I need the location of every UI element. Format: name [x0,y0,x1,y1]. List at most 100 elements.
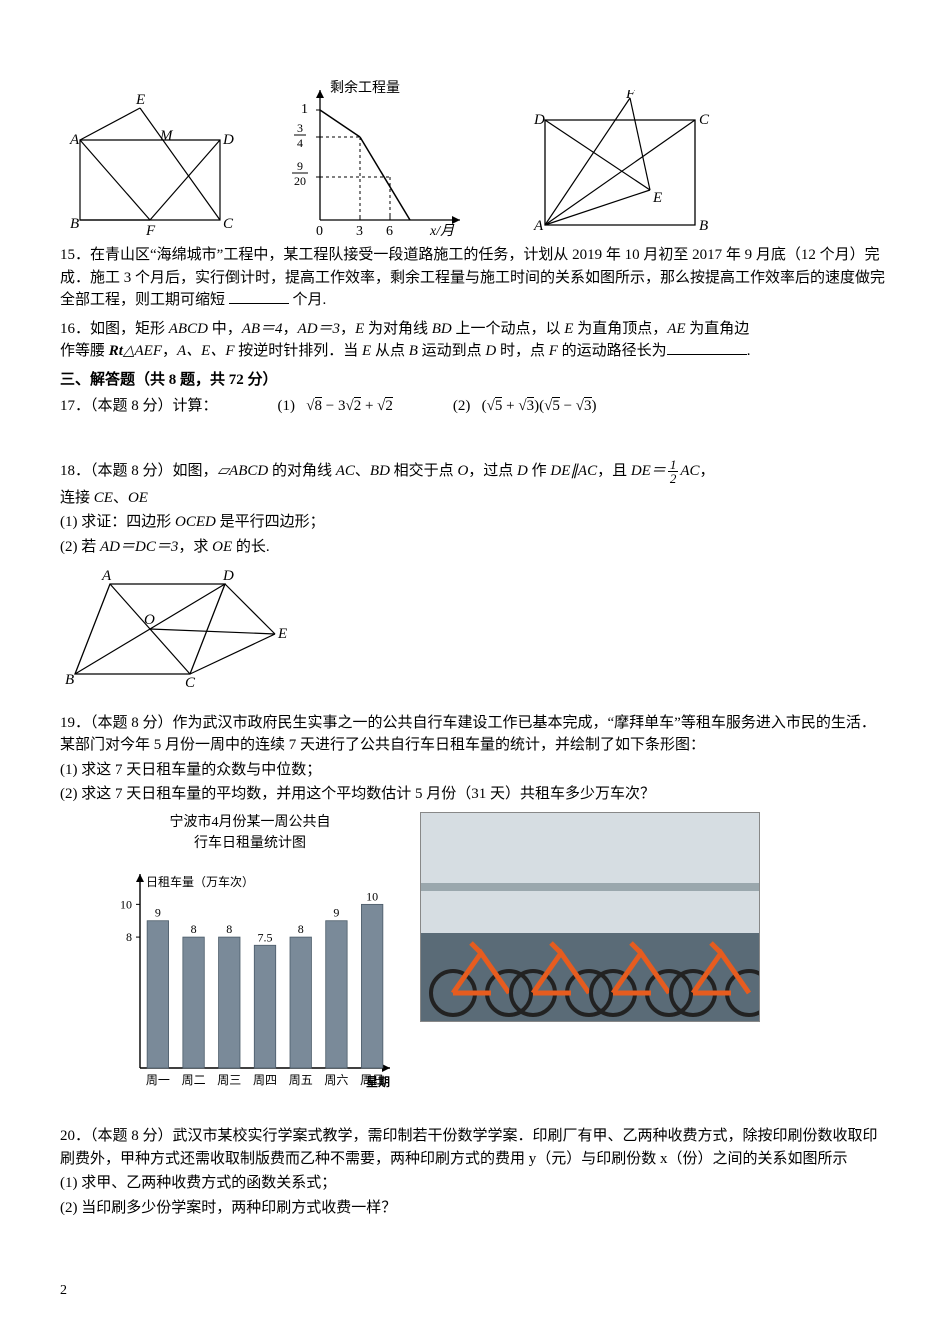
fig3-E: E [652,190,662,206]
q18-hd: 相交于点 [390,462,458,478]
q18-line2: 连接 CE、OE [60,487,885,510]
q18-E: E [277,626,287,642]
q16-rt: Rt [109,343,123,359]
svg-text:8: 8 [126,930,132,944]
q16-aef: A、E、F [177,343,235,359]
q15-text: 15．在青山区“海绵城市”工程中，某工程队接受一段道路施工的任务，计划从 201… [60,247,885,308]
fig3-B: B [699,218,708,234]
q18-depar: DE∥AC [550,462,597,478]
fig1-B: B [70,216,79,232]
q16-abcd: ABCD [169,321,208,337]
q18-s2e: 的长. [232,539,270,555]
q17-head: 17．（本题 8 分）计算： [60,395,218,418]
svg-text:8: 8 [298,922,304,936]
fig1-F: F [145,223,156,239]
q16-l2c: 按逆时针排列．当 [235,343,363,359]
q16-f: 为直角顶点， [573,321,667,337]
fig1-C: C [223,216,234,232]
q17-p1label: (1) [278,398,296,414]
q18-s2c: ，求 [178,539,212,555]
svg-text:9: 9 [155,905,161,919]
svg-text:4: 4 [297,136,303,150]
q18-A: A [101,568,112,584]
fig3-A: A [533,218,544,234]
q16-l2d: 从点 [371,343,409,359]
q16-b: 中， [208,321,242,337]
svg-text:3: 3 [297,121,303,135]
svg-text:8: 8 [191,922,197,936]
q18-O: O [144,612,155,628]
q18-o: O [457,462,468,478]
fig1-D: D [222,132,234,148]
diagram-rect-dcba: D C B A E F [520,90,720,240]
q16-e: 上一个动点，以 [452,321,565,337]
svg-text:10: 10 [366,889,378,903]
q18-ha: 18．（本题 8 分）如图， [60,462,218,478]
q17: 17．（本题 8 分）计算： (1) √8 − 3√2 + √2 (2) (√5… [60,395,885,418]
xtick-3: 3 [356,224,363,239]
q16-l2b: ， [162,343,177,359]
page-number: 2 [60,1280,67,1301]
svg-text:周一: 周一 [146,1073,170,1087]
q16-e3: E [362,343,371,359]
top-figure-row: A B C D E F M 1 3 4 9 20 0 3 6 [60,80,885,240]
q20-sub1: (1) 求甲、乙两种收费方式的函数关系式； [60,1172,885,1195]
q18-sub1: (1) 求证：四边形 OCED 是平行四边形； [60,511,885,534]
q18-d: D [517,462,528,478]
diagram-q18: A D B C E O [60,564,290,694]
q18-hb: 的对角线 [268,462,336,478]
q18-frac-den: 2 [668,472,679,485]
q16-ae: AE [667,321,685,337]
q16-l2f: 时，点 [496,343,549,359]
q16-e1: E [355,321,364,337]
q18-acvar: AC [680,462,699,478]
q17-p2label: (2) [453,398,471,414]
q20-sub2: (2) 当印刷多少份学案时，两种印刷方式收费一样？ [60,1197,885,1220]
q16-ab4: AB＝4 [242,321,283,337]
q20: 20．（本题 8 分）武汉市某校实行学案式教学，需印制若干份数学学案．印刷厂有甲… [60,1125,885,1219]
svg-text:20: 20 [294,174,306,188]
q18-hg: ，且 [597,462,631,478]
fig1-E: E [135,92,145,108]
svg-text:10: 10 [120,897,132,911]
svg-text:星期: 星期 [366,1074,390,1089]
bar-chart: 日租车量（万车次）8109周一8周二8周三7.5周四8周五9周六10周日星期 [100,858,400,1098]
q16-blank[interactable] [667,340,747,355]
q18-B: B [65,672,74,688]
q16-c1: ， [283,321,298,337]
q18-s2a: (2) 若 [60,539,100,555]
q18-D: D [222,568,234,584]
q16-bv: B [409,343,418,359]
q19: 19．（本题 8 分）作为武汉市政府民生实事之一的公共自行车建设工作已基本完成，… [60,712,885,1106]
q17-p2expr: (√5 + √3)(√5 − √3) [482,397,597,414]
q18-s2b: AD＝DC＝3 [100,539,178,555]
bar-chart-wrapper: 宁波市4月份某一周公共自 行车日租量统计图 日租车量（万车次）8109周一8周二… [100,812,400,1106]
chart-title2: 行车日租量统计图 [100,833,400,854]
q19-sub1: (1) 求这 7 天日租车量的众数与中位数； [60,759,885,782]
q18-hf: 作 [528,462,551,478]
section-3-title: 三、解答题（共 8 题，共 72 分） [60,369,885,392]
q16-ad3: AD＝3 [298,321,341,337]
xtick-0: 0 [316,224,323,239]
svg-text:周五: 周五 [289,1073,313,1087]
q16-bd: BD [432,321,452,337]
ytick-1: 1 [301,102,308,117]
q17-p1expr: √8 − 3√2 + √2 [306,397,393,414]
q15: 15．在青山区“海绵城市”工程中，某工程队接受一段道路施工的任务，计划从 201… [60,244,885,312]
q16-fv: F [549,343,558,359]
diagram-rect-aemf: A B C D E F M [60,90,240,240]
graph-ylabel: 剩余工程量 [330,80,400,96]
q16-d: 为对角线 [364,321,432,337]
svg-text:7.5: 7.5 [258,930,273,944]
svg-text:9: 9 [333,905,339,919]
bike-photo [420,812,760,1022]
fig1-M: M [159,128,174,144]
q18-ac: AC [336,462,355,478]
q16-g: 为直角边 [686,321,750,337]
fig1-A: A [69,132,80,148]
q20-text: 20．（本题 8 分）武汉市某校实行学案式教学，需印制若干份数学学案．印刷厂有甲… [60,1125,885,1170]
q19-text: 19．（本题 8 分）作为武汉市政府民生实事之一的公共自行车建设工作已基本完成，… [60,712,885,757]
svg-text:周四: 周四 [253,1073,277,1087]
q15-blank[interactable] [229,289,289,304]
svg-text:周二: 周二 [182,1073,206,1087]
